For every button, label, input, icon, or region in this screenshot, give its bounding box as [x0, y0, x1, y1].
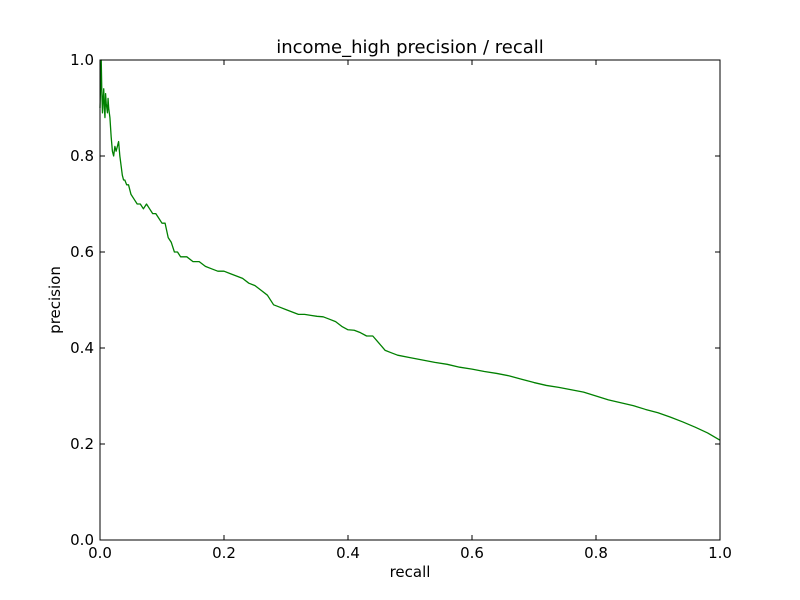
- y-tick-label: 0.6: [70, 243, 94, 261]
- x-tick-label: 0.8: [584, 544, 608, 562]
- x-tick-label: 0.4: [336, 544, 360, 562]
- x-tick-label: 0.0: [88, 544, 112, 562]
- x-tick-label: 1.0: [708, 544, 732, 562]
- ticks-layer: 0.0 0.2 0.4 0.6 0.8 1.0 0.0 0.2 0.4 0.6 0.8 1.0: [70, 51, 732, 562]
- x-tick-label: 0.6: [460, 544, 484, 562]
- x-tick-label: 0.2: [212, 544, 236, 562]
- y-axis-label: precision: [46, 266, 64, 334]
- y-tick-label: 0.8: [70, 147, 94, 165]
- x-axis-label: recall: [390, 563, 431, 581]
- chart-title: income_high precision / recall: [276, 37, 544, 58]
- plot-frame: [99, 59, 721, 541]
- y-tick-label: 0.2: [70, 435, 94, 453]
- series-layer: [99, 59, 721, 441]
- y-tick-label: 0.0: [70, 531, 94, 549]
- y-tick-label: 1.0: [70, 51, 94, 69]
- series-line-precision-recall: [99, 59, 721, 441]
- y-tick-label: 0.4: [70, 339, 94, 357]
